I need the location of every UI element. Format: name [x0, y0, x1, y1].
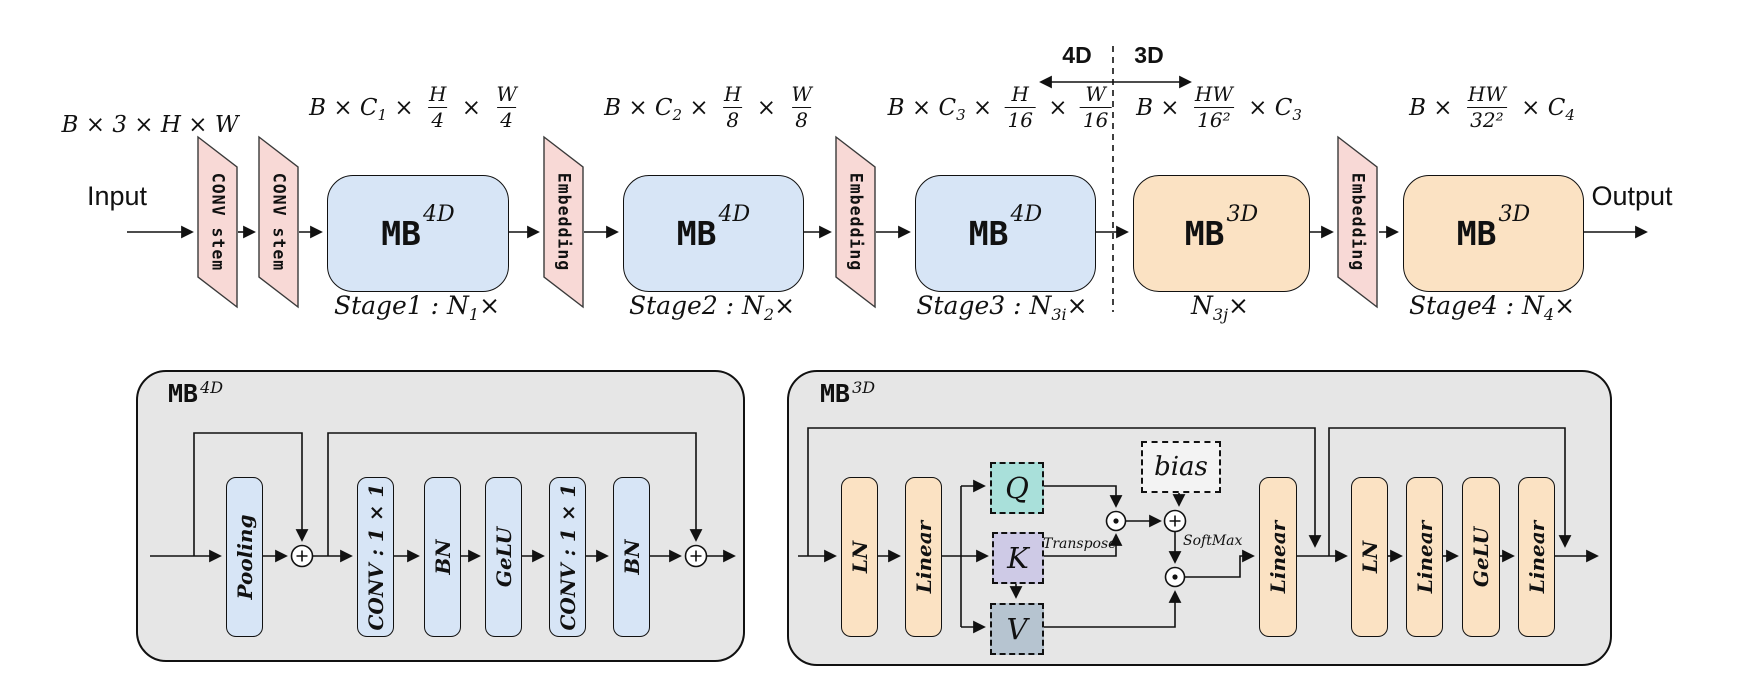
- divider-3d-label: 3D: [1134, 42, 1164, 68]
- embedding-shape-1: [543, 135, 584, 309]
- stage3-label: Stage3 : N3i×: [916, 291, 1088, 324]
- add-circle-2: [684, 544, 708, 568]
- mb4d-block-stage2: MB 4D: [623, 175, 804, 292]
- bn-pill-2: BN: [613, 477, 650, 637]
- bn-pill-1: BN: [424, 477, 461, 637]
- mb4d-block-stage3: MB 4D: [915, 175, 1096, 292]
- key-box: K: [992, 532, 1044, 584]
- add-circle-1: [290, 544, 314, 568]
- ln-pill-1: LN: [841, 477, 878, 637]
- 4d-3d-divider: [1039, 46, 1192, 312]
- embedding-label-1: Embedding: [554, 172, 574, 272]
- input-label: Input: [86, 181, 148, 211]
- mb3d-base: MB: [1456, 214, 1497, 253]
- stage1-label: Stage1 : N1×: [333, 291, 501, 324]
- mb3d-block-stage4: MB 3D: [1403, 175, 1584, 292]
- conv-stem-shape-1: [197, 135, 238, 309]
- linear-pill-2: Linear: [1406, 477, 1443, 637]
- mb3d-sup: 3D: [1498, 202, 1531, 227]
- embedding-label-3: Embedding: [1348, 172, 1368, 272]
- linear-pill-3: Linear: [1518, 477, 1555, 637]
- matmul-circle-2: [1164, 566, 1186, 588]
- mb4d-sup: 4D: [1010, 202, 1043, 227]
- conv-stem-label-2: CONV stem: [269, 172, 289, 272]
- stage4-label: Stage4 : N4×: [1408, 291, 1576, 324]
- pooling-pill: Pooling: [226, 477, 263, 637]
- output-label: Output: [1591, 181, 1673, 211]
- mb3d-detail-wiring: [798, 427, 1599, 634]
- conv1x1-pill-1: CONV : 1 × 1: [357, 477, 394, 637]
- mb4d-sup: 4D: [423, 202, 455, 227]
- linear-pill-1: Linear: [905, 477, 942, 637]
- mb3d-block-stage3: MB 3D: [1133, 175, 1310, 292]
- conv-stem-shape-2: [258, 135, 299, 309]
- mb4d-title-sup: 4D: [200, 378, 224, 397]
- mb4d-title-base: MB: [168, 379, 199, 408]
- mb3d-base: MB: [1184, 214, 1225, 253]
- conv-stem-label-1: CONV stem: [208, 172, 228, 272]
- dim-label-input: B × 3 × H × W: [61, 112, 239, 138]
- stem-embedding-shapes: [197, 135, 1378, 309]
- conv1x1-pill-2: CONV : 1 × 1: [549, 477, 586, 637]
- mb4d-block-stage1: MB 4D: [327, 175, 509, 292]
- mb4d-detail-wiring: [150, 432, 736, 568]
- embedding-label-2: Embedding: [846, 172, 866, 272]
- embedding-shape-3: [1337, 135, 1378, 309]
- gelu-pill-4d: GeLU: [485, 477, 522, 637]
- mb3d-title-base: MB: [820, 379, 851, 408]
- matmul-circle-1: [1105, 510, 1127, 532]
- divider-4d-label: 4D: [1062, 42, 1092, 68]
- bias-box: bias: [1141, 441, 1221, 493]
- add-circle-softmax: [1163, 509, 1187, 533]
- mb4d-base: MB: [676, 214, 717, 253]
- value-box: V: [990, 603, 1044, 655]
- ln-pill-2: LN: [1351, 477, 1388, 637]
- mb4d-detail-title: MB 4D: [168, 378, 223, 408]
- softmax-label: SoftMax: [1183, 533, 1243, 549]
- mb4d-base: MB: [968, 214, 1009, 253]
- embedding-shape-2: [835, 135, 876, 309]
- gelu-pill-3d: GeLU: [1462, 477, 1500, 637]
- attn-linear-pill: Linear: [1259, 477, 1297, 637]
- mb3d-sup: 3D: [1226, 202, 1259, 227]
- stage2-label: Stage2 : N2×: [628, 291, 796, 324]
- mb3d-title-sup: 3D: [852, 378, 876, 397]
- stage3j-label: N3j×: [1191, 291, 1249, 324]
- mb4d-base: MB: [381, 214, 422, 253]
- mb3d-detail-title: MB 3D: [820, 378, 875, 408]
- mb4d-sup: 4D: [718, 202, 751, 227]
- query-box: Q: [990, 462, 1044, 514]
- transpose-label: Transpose: [1043, 536, 1117, 552]
